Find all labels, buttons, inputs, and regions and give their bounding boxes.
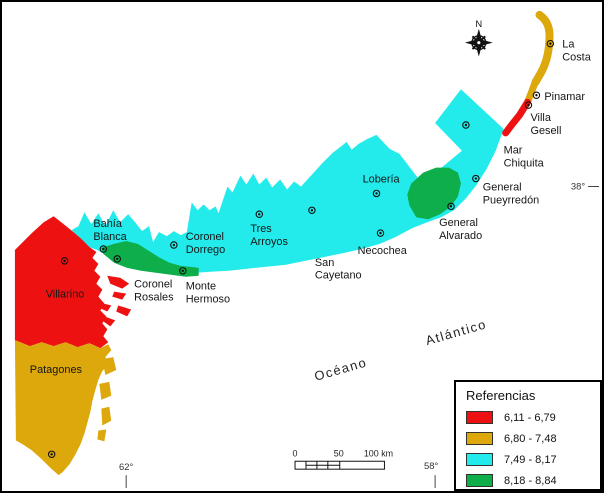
legend-range-label: 6,11 - 6,79	[504, 411, 556, 424]
district-label-loberia: Lobería	[363, 174, 401, 186]
islet-red-3	[98, 302, 112, 312]
legend-swatch-red	[466, 411, 493, 424]
islet-red-1	[107, 275, 130, 289]
city-marker-tres-arroyos	[255, 210, 264, 218]
city-marker-bahia-blanca	[99, 245, 108, 253]
district-label-patagones: Patagones	[30, 364, 83, 376]
district-label-coronel-dorrego: Coronel Dorrego	[186, 231, 225, 256]
longitude-58-label: 58°	[424, 460, 438, 471]
legend-range-label: 7,49 - 8,17	[504, 453, 557, 466]
district-label-monte-hermoso: Monte Hermoso	[186, 281, 230, 306]
region-villarino-red	[14, 216, 109, 349]
islet-gold-1	[102, 357, 117, 375]
district-label-bahia-blanca: Bahía Blanca	[93, 218, 127, 243]
islet-red-5	[103, 316, 116, 327]
latitude-38-label: 38°	[571, 180, 585, 191]
city-marker-san-cayetano	[308, 206, 316, 215]
scale-bar: 0 50 100 km	[293, 448, 393, 470]
city-marker-pinamar	[532, 91, 541, 99]
legend-swatch-cyan	[466, 453, 493, 466]
district-label-tres-arroyos: Tres Arroyos	[250, 223, 288, 248]
strip-pinamar-gold	[524, 77, 539, 106]
city-marker-general-alvarado	[447, 202, 455, 211]
scale-tick-100km: 100 km	[364, 448, 393, 458]
city-marker-villa-gesell	[524, 101, 533, 109]
islet-red-4	[116, 305, 132, 317]
district-label-la-costa: La Costa	[562, 39, 591, 64]
city-marker-coronel-dorrego	[170, 241, 178, 249]
district-label-coronel-rosales: Coronel Rosales	[134, 279, 174, 304]
scale-tick-0: 0	[293, 448, 298, 458]
compass-rose: N	[464, 18, 493, 57]
ocean-label-oceano: Océano	[313, 354, 369, 383]
graticule: 38° 62° 58°	[119, 180, 600, 489]
legend-box: Referencias 6,11 - 6,79 6,80 - 7,48 7,49 -…	[454, 380, 602, 491]
legend-range-label: 8,18 - 8,84	[504, 474, 557, 487]
district-label-villarino: Villarino	[46, 289, 85, 301]
city-marker-monte-hermoso	[179, 267, 187, 275]
legend-item-green: 8,18 - 8,84	[466, 474, 594, 487]
city-marker-patagones	[47, 450, 56, 459]
city-marker-general-pueyrredon	[472, 174, 480, 183]
district-label-general-alvarado: General Alvarado	[439, 217, 482, 242]
city-markers-layer	[47, 39, 555, 459]
region-coronel-rosales-monte-hermoso-green	[101, 241, 199, 277]
legend-title: Referencias	[466, 388, 536, 403]
city-marker-mar-chiquita	[462, 121, 470, 129]
city-marker-loberia	[372, 189, 381, 198]
strip-la-costa-gold	[531, 10, 554, 87]
islet-gold-2	[99, 381, 112, 400]
region-coastal-band-cyan	[71, 89, 504, 274]
legend-rows: 6,11 - 6,79 6,80 - 7,48 7,49 - 8,17 8,18 - …	[466, 411, 594, 487]
city-marker-coronel-rosales	[113, 255, 121, 263]
legend-item-cyan: 7,49 - 8,17	[466, 453, 594, 466]
legend-swatch-green	[466, 474, 493, 487]
islet-red-2	[112, 291, 127, 300]
region-patagones-gold	[14, 340, 112, 476]
legend-item-gold: 6,80 - 7,48	[466, 432, 594, 445]
islet-gold-4	[97, 429, 107, 442]
legend-range-label: 6,80 - 7,48	[504, 432, 557, 445]
city-marker-villarino	[60, 257, 69, 265]
district-label-mar-chiquita: Mar Chiquita	[504, 145, 545, 170]
longitude-62-label: 62°	[119, 461, 133, 472]
city-marker-la-costa	[546, 39, 555, 48]
scale-tick-50: 50	[334, 448, 344, 458]
city-marker-necochea	[376, 229, 385, 237]
legend-item-red: 6,11 - 6,79	[466, 411, 594, 424]
district-label-necochea: Necochea	[358, 245, 408, 257]
district-labels-layer: Patagones Villarino Bahía Blanca Coronel Rosa…	[30, 39, 592, 376]
district-label-san-cayetano: San Cayetano	[315, 257, 362, 282]
compass-north-label: N	[475, 18, 482, 29]
islet-gold-3	[101, 406, 112, 426]
district-label-general-pueyrredon: General Pueyrredón	[483, 181, 539, 206]
legend-swatch-gold	[466, 432, 493, 445]
district-label-villa-gesell: Villa Gesell	[530, 112, 561, 137]
ocean-label-atlantico: Atlántico	[424, 316, 489, 348]
strip-villa-gesell-red	[502, 98, 531, 137]
district-label-pinamar: Pinamar	[544, 91, 585, 103]
